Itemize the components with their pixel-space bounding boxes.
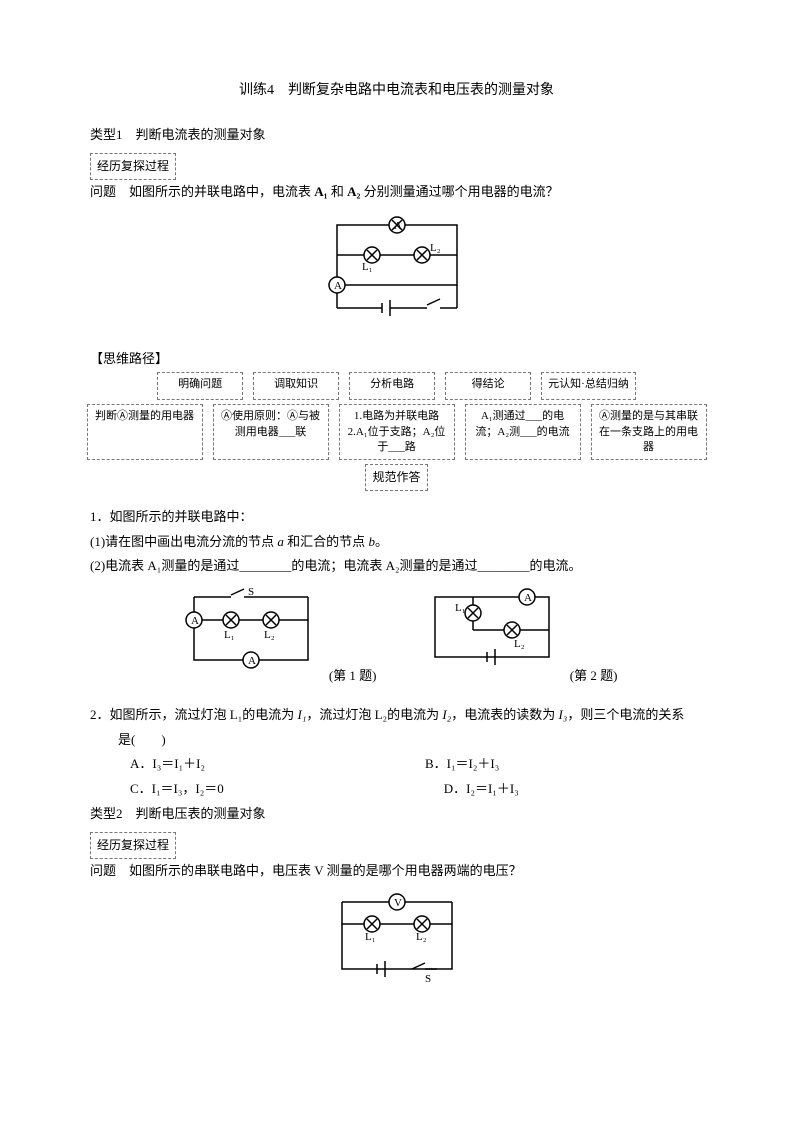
thinking-heading: 【思维路径】 xyxy=(90,347,703,372)
svg-text:L₁: L₁ xyxy=(455,602,466,614)
svg-text:L₁: L₁ xyxy=(224,629,235,641)
svg-text:L₂: L₂ xyxy=(264,629,275,641)
figures-row: AA L₁L₂S (第 1 题) A L₁L₂ (第 2 题) xyxy=(90,585,703,689)
svg-text:L₂: L₂ xyxy=(430,242,441,254)
question2: 问题 如图所示的串联电路中，电压表 V 测量的是哪个用电器两端的电压？ xyxy=(90,859,703,884)
question1: 问题 如图所示的并联电路中，电流表 A₁ 和 A₂ 分别测量通过哪个用电器的电流… xyxy=(90,180,703,205)
svg-text:A: A xyxy=(334,280,342,292)
process-box-1: 经历复探过程 xyxy=(90,153,176,180)
problem1-1: (1)请在图中画出电流分流的节点 a 和汇合的节点 b。 xyxy=(90,530,703,555)
type2-heading: 类型2 判断电压表的测量对象 xyxy=(90,802,703,827)
svg-text:L₁: L₁ xyxy=(365,931,376,943)
problem1-2: (2)电流表 A₁测量的是通过________的电流；电流表 A₂测量的是通过_… xyxy=(90,554,703,579)
type1-heading: 类型1 判断电流表的测量对象 xyxy=(90,123,703,148)
svg-text:A: A xyxy=(394,220,402,232)
problem2-tail: 是( ) xyxy=(118,728,703,753)
svg-text:L₂: L₂ xyxy=(514,638,525,650)
flow-bottom-row: 判断Ⓐ测量的用电器 Ⓐ使用原则：Ⓐ与被测用电器___联 1.电路为并联电路 2.… xyxy=(90,404,703,460)
svg-text:L₁: L₁ xyxy=(362,261,373,273)
problem2: 2．如图所示，流过灯泡 L₁的电流为 I₁，流过灯泡 L₂的电流为 I₂，电流表… xyxy=(90,703,703,728)
circuit-diagram-1: A A L₁ L₂ xyxy=(90,213,703,332)
circuit-diagram-2: V L₁ L₂ S xyxy=(90,892,703,1001)
svg-text:S: S xyxy=(425,973,431,985)
page-title: 训练4 判断复杂电路中电流表和电压表的测量对象 xyxy=(90,78,703,105)
svg-text:A: A xyxy=(524,592,532,604)
svg-text:V: V xyxy=(394,897,402,909)
flow-mid-box: 规范作答 xyxy=(365,464,427,491)
svg-text:S: S xyxy=(248,586,254,598)
options: A．I₃＝I₁＋I₂B．I₁＝I₂＋I₃ C．I₁＝I₃，I₂＝0D．I₂＝I₁… xyxy=(130,752,703,801)
svg-text:A: A xyxy=(191,615,199,627)
svg-text:A: A xyxy=(248,655,256,667)
svg-text:L₂: L₂ xyxy=(416,931,427,943)
problem1: 1．如图所示的并联电路中： xyxy=(90,505,703,530)
process-box-2: 经历复探过程 xyxy=(90,832,176,859)
flow-top-row: 明确问题 调取知识 分析电路 得结论 元认知·总结归纳 xyxy=(90,372,703,400)
